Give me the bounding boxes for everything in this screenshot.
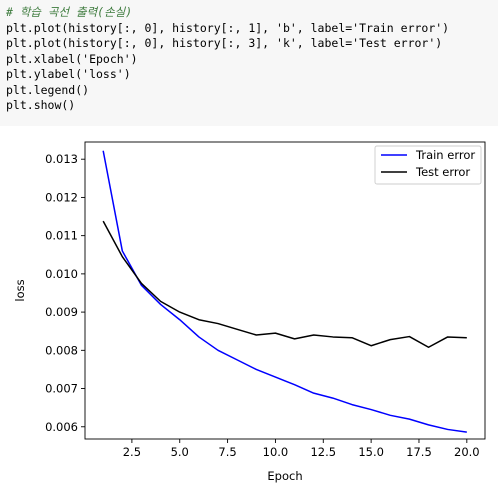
x-tick-label: 17.5 [406, 445, 432, 459]
series-lines [102, 150, 467, 433]
code-line-comment: # 학습 곡선 출력(손실) [6, 5, 492, 21]
x-axis-ticks: 2.5 5.0 7.5 10.0 12.5 15.0 17.5 20.0 [123, 439, 480, 459]
loss-chart: 2.5 5.0 7.5 10.0 12.5 15.0 17.5 20.0 0.006 0.007… [13, 141, 486, 483]
y-tick-label: 0.010 [45, 267, 78, 281]
code-line-xlabel: plt.xlabel('Epoch') [6, 51, 138, 66]
legend-train-label: Train error [415, 148, 475, 162]
y-tick-label: 0.009 [45, 305, 78, 319]
code-line-plot-test: plt.plot(history[:, 0], history[:, 3], '… [6, 36, 443, 50]
x-tick-label: 20.0 [454, 445, 480, 459]
series-line-test-error [102, 220, 467, 349]
y-tick-label: 0.013 [45, 152, 78, 166]
y-tick-label: 0.008 [45, 343, 78, 357]
y-axis-ticks: 0.006 0.007 0.008 0.009 0.010 0.011 0.012 0.013 [45, 152, 85, 434]
series-line-train-error [102, 150, 467, 433]
x-tick-label: 10.0 [263, 445, 289, 459]
x-tick-label: 12.5 [310, 445, 336, 459]
x-tick-label: 5.0 [171, 445, 189, 459]
y-axis-label: loss [13, 279, 27, 301]
y-tick-label: 0.006 [45, 420, 78, 434]
legend-test-label: Test error [415, 165, 470, 179]
x-axis-label: Epoch [267, 469, 302, 483]
x-tick-label: 2.5 [123, 445, 141, 459]
x-tick-label: 7.5 [218, 445, 236, 459]
legend: Train error Test error [374, 145, 482, 185]
plot-output: 2.5 5.0 7.5 10.0 12.5 15.0 17.5 20.0 0.006 0.007… [0, 132, 498, 487]
axes-frame [84, 141, 486, 440]
code-line-plot-train: plt.plot(history[:, 0], history[:, 1], '… [6, 20, 450, 35]
code-comment: # 학습 곡선 출력(손실) [6, 5, 133, 19]
y-tick-label: 0.007 [45, 382, 78, 396]
code-line-ylabel: plt.ylabel('loss') [6, 67, 131, 81]
code-line-show: plt.show() [6, 98, 76, 112]
y-tick-label: 0.012 [45, 190, 78, 204]
code-line-legend: plt.legend() [6, 82, 90, 97]
x-tick-label: 15.0 [358, 445, 384, 459]
y-tick-label: 0.011 [45, 229, 78, 243]
code-cell[interactable]: # 학습 곡선 출력(손실) plt.plot(history[:, 0], h… [0, 0, 498, 126]
